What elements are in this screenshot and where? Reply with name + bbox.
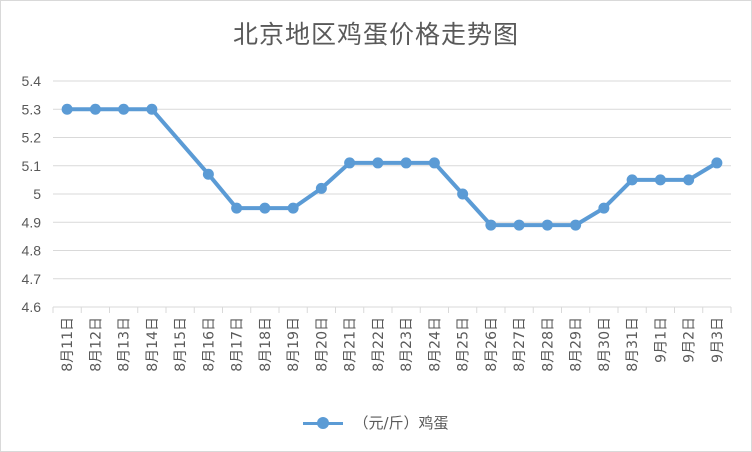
x-tick-label: 8月25日 xyxy=(456,317,472,372)
y-tick-label: 5.4 xyxy=(22,73,42,89)
x-tick-label: 9月1日 xyxy=(653,317,669,363)
x-tick-label: 9月2日 xyxy=(682,317,698,363)
legend-line-marker-icon xyxy=(303,416,344,429)
data-point xyxy=(570,219,582,231)
data-point xyxy=(683,174,695,186)
series-line xyxy=(65,107,719,228)
data-point xyxy=(513,219,525,231)
x-tick-label: 8月30日 xyxy=(597,317,613,372)
chart-title: 北京地区鸡蛋价格走势图 xyxy=(232,20,519,49)
x-tick-label: 8月27日 xyxy=(512,317,528,372)
y-tick-label: 4.6 xyxy=(22,299,42,315)
data-point xyxy=(61,103,73,115)
legend: （元/斤）鸡蛋 xyxy=(1,412,751,433)
x-tick-label: 8月23日 xyxy=(399,317,415,372)
x-tick-label: 8月12日 xyxy=(88,317,104,372)
data-point xyxy=(315,182,327,194)
x-tick-label: 8月17日 xyxy=(230,317,246,372)
data-point xyxy=(89,103,101,115)
data-point xyxy=(457,188,469,200)
x-tick-label: 8月28日 xyxy=(540,317,556,372)
x-tick-label: 8月26日 xyxy=(484,317,500,372)
x-tick-label: 8月15日 xyxy=(173,317,189,372)
x-tick-label: 8月11日 xyxy=(60,317,76,372)
x-tick-label: 8月16日 xyxy=(201,317,217,372)
data-point xyxy=(485,219,497,231)
x-tick-label: 8月20日 xyxy=(314,317,330,372)
y-tick-label: 4.7 xyxy=(22,271,42,287)
data-point xyxy=(344,157,356,169)
x-tick-label: 8月31日 xyxy=(625,317,641,372)
data-point xyxy=(372,157,384,169)
data-point xyxy=(626,174,638,186)
legend-label: （元/斤）鸡蛋 xyxy=(353,414,449,432)
x-tick-label: 8月21日 xyxy=(343,317,359,372)
data-point xyxy=(202,168,214,180)
y-tick-label: 4.8 xyxy=(22,243,42,259)
data-point xyxy=(541,219,553,231)
y-tick-label: 5.2 xyxy=(22,130,42,146)
data-point xyxy=(287,202,299,214)
x-tick-label: 8月22日 xyxy=(371,317,387,372)
y-tick-label: 5.3 xyxy=(22,101,42,117)
x-tick-label: 8月29日 xyxy=(569,317,585,372)
data-point xyxy=(231,202,243,214)
x-tick-label: 8月19日 xyxy=(286,317,302,372)
x-tick-label: 8月18日 xyxy=(258,317,274,372)
y-tick-label: 5 xyxy=(33,186,41,202)
x-tick-label: 8月13日 xyxy=(117,317,133,372)
data-point xyxy=(400,157,412,169)
x-tick-label: 9月3日 xyxy=(710,317,726,363)
y-tick-label: 5.1 xyxy=(22,158,42,174)
data-point xyxy=(146,103,158,115)
data-point xyxy=(598,202,610,214)
x-tick-label: 8月24日 xyxy=(427,317,443,372)
x-tick-label: 8月14日 xyxy=(145,317,161,372)
data-point xyxy=(259,202,271,214)
y-tick-label: 4.9 xyxy=(22,214,42,230)
data-point xyxy=(118,103,130,115)
data-point xyxy=(654,174,666,186)
data-point xyxy=(711,157,723,169)
data-point xyxy=(428,157,440,169)
